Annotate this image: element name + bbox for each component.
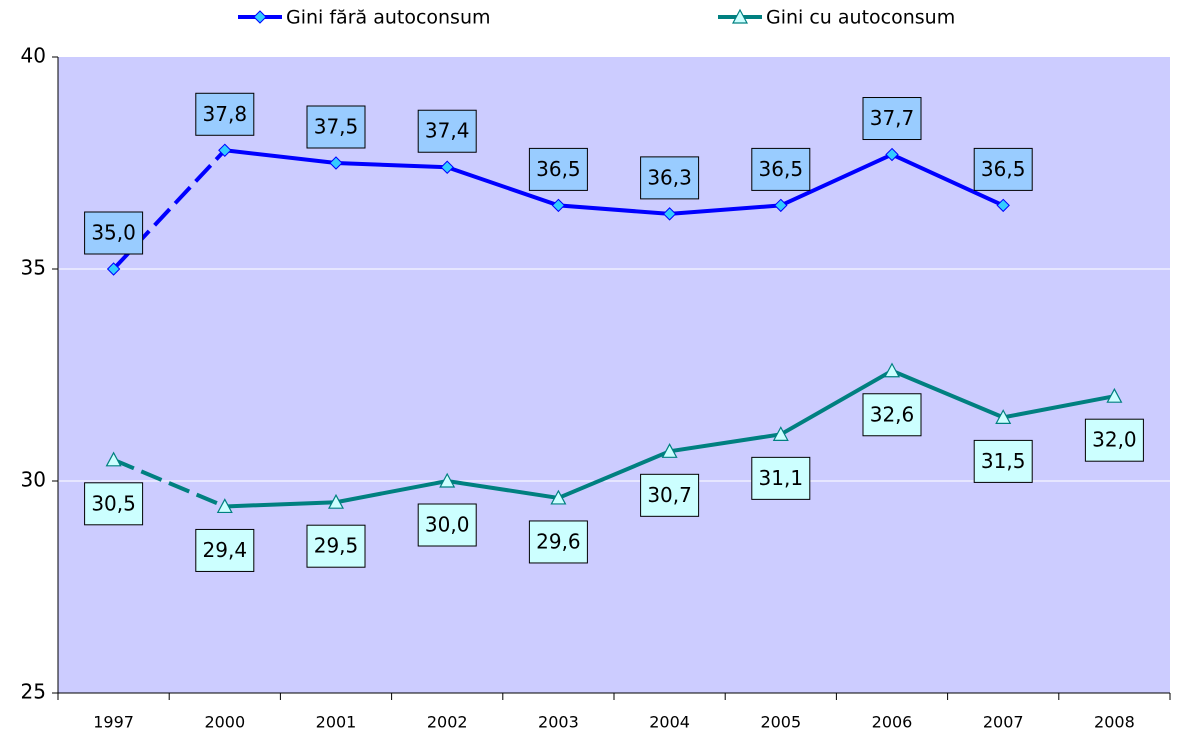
marker [774, 198, 788, 213]
marker [105, 451, 122, 467]
y-tick-label: 25 [21, 680, 46, 704]
data-label: 36,5 [981, 157, 1026, 181]
x-tick-label: 1997 [93, 713, 134, 732]
label-box [751, 147, 811, 191]
label-box [306, 524, 366, 568]
data-label: 36,3 [647, 165, 692, 189]
marker [440, 160, 454, 174]
data-label: 30,7 [647, 483, 692, 507]
label-box [751, 456, 811, 500]
marker [662, 207, 677, 221]
label-box [862, 97, 922, 141]
marker [253, 10, 267, 24]
y-tick-label: 40 [21, 44, 46, 68]
data-label: 36,5 [536, 157, 581, 181]
marker [106, 262, 121, 276]
label-box [528, 520, 588, 564]
data-label: 29,6 [536, 529, 581, 553]
data-label: 29,4 [203, 538, 248, 562]
x-tick-label: 2002 [427, 713, 468, 732]
data-label: 37,8 [203, 102, 248, 126]
marker [661, 443, 678, 458]
marker [218, 143, 232, 157]
x-tick-label: 2004 [649, 713, 690, 732]
label-box [417, 109, 477, 153]
marker [216, 498, 233, 514]
data-label: 37,4 [425, 119, 470, 143]
label-box [973, 439, 1033, 483]
marker [731, 8, 749, 24]
data-label: 32,6 [870, 402, 915, 426]
label-box [195, 528, 255, 572]
label-box [640, 156, 700, 200]
label-box [306, 105, 366, 149]
data-label: 32,0 [1092, 428, 1137, 452]
label-box [84, 482, 144, 526]
marker [1106, 387, 1123, 403]
x-tick-label: 2008 [1094, 713, 1135, 732]
marker [439, 472, 456, 488]
data-label: 30,5 [91, 491, 136, 515]
x-tick-label: 2000 [204, 713, 245, 732]
legend-label: Gini cu autoconsum [766, 7, 955, 29]
data-label: 31,1 [759, 466, 804, 490]
x-tick-label: 2007 [983, 713, 1024, 732]
marker [885, 147, 899, 162]
y-tick-label: 30 [21, 468, 46, 492]
data-label: 31,5 [981, 449, 1026, 473]
x-tick-label: 2001 [316, 713, 357, 732]
marker [551, 198, 566, 213]
label-box [528, 147, 588, 191]
label-box [1084, 418, 1144, 462]
data-label: 30,0 [425, 513, 470, 537]
marker [996, 198, 1010, 213]
x-tick-label: 2005 [760, 713, 801, 732]
label-box [862, 393, 922, 437]
x-tick-label: 2003 [538, 713, 579, 732]
marker [772, 426, 789, 441]
marker [995, 409, 1012, 424]
marker [883, 362, 901, 378]
marker [550, 489, 567, 505]
label-box [195, 92, 255, 136]
data-label: 37,7 [870, 106, 915, 130]
marker [327, 493, 345, 509]
legend-label: Gini fără autoconsum [286, 7, 491, 29]
label-box [84, 211, 144, 255]
x-tick-label: 2006 [872, 713, 913, 732]
y-tick-label: 35 [21, 256, 46, 280]
label-box [973, 147, 1033, 191]
label-box [417, 503, 477, 547]
data-label: 36,5 [759, 157, 804, 181]
data-label: 35,0 [91, 221, 136, 245]
series-line [112, 368, 1115, 509]
label-box [640, 473, 700, 517]
data-label: 29,5 [314, 534, 359, 558]
data-label: 37,5 [314, 115, 359, 139]
marker [329, 156, 343, 170]
